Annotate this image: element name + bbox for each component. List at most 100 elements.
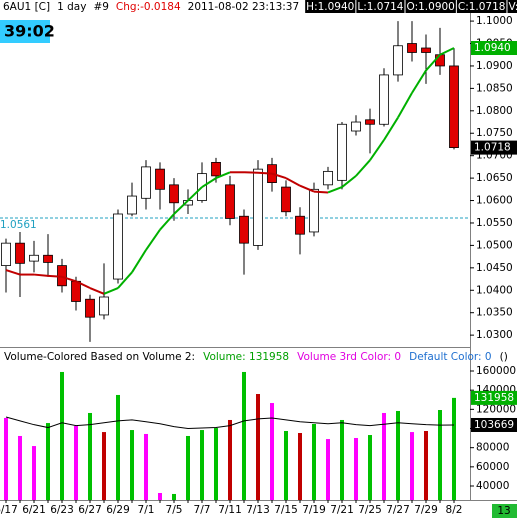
candle-body [1, 242, 11, 266]
candle-body [393, 45, 403, 76]
candle-body [85, 298, 95, 318]
candle-body [211, 162, 221, 177]
candle-body [337, 123, 347, 181]
moving-average [439, 47, 455, 56]
volume-bar [88, 412, 92, 500]
corner-box [492, 504, 517, 518]
price-tag [471, 140, 517, 155]
candle-body [281, 186, 291, 213]
header-text: H:1.0940 [306, 1, 354, 13]
candle-body [365, 119, 375, 125]
moving-average [215, 171, 231, 180]
moving-average [341, 175, 357, 188]
candle-body [253, 168, 263, 246]
y-tick-label: 1.0850 [476, 82, 513, 94]
header-text: #9 [93, 1, 108, 13]
volume-bar [438, 410, 442, 500]
header-text: C:1.0718 [458, 1, 506, 13]
header-box [405, 0, 456, 13]
candle-body [323, 170, 333, 186]
y-tick-label: 1.0900 [476, 60, 513, 72]
candle-body [29, 254, 39, 262]
x-tick-label: 7/25 [358, 504, 382, 516]
volume-bar [340, 419, 344, 500]
volume-bar [270, 403, 274, 500]
volume-bar [158, 493, 162, 500]
volume-average [5, 416, 455, 430]
y-tick-label: 1.0800 [476, 105, 513, 117]
volume-bar [102, 432, 106, 500]
header-text: Chg:-0.0184 [116, 1, 181, 13]
candle-body [225, 184, 235, 219]
moving-average [201, 177, 217, 188]
volume-bar [46, 423, 50, 500]
moving-average [131, 249, 147, 273]
candle-body [295, 215, 305, 235]
x-tick-label: 7/7 [194, 504, 211, 516]
volume-tag-label: 103669 [474, 419, 514, 431]
volume-tag-label: 131958 [474, 392, 514, 404]
moving-average [187, 186, 203, 202]
volume-bar [172, 493, 176, 500]
moving-average [383, 117, 399, 141]
header-text: O:1.0900 [407, 1, 455, 13]
header-box [456, 0, 507, 13]
moving-average [5, 269, 21, 276]
x-tick-label: 7/5 [166, 504, 183, 516]
candle-body [71, 280, 81, 302]
moving-average [145, 229, 161, 251]
candle-body [407, 43, 417, 53]
y-tick-label: 80000 [476, 442, 509, 454]
y-tick-label: 60000 [476, 461, 509, 473]
candle-body [113, 213, 123, 280]
y-tick-label: 1.0350 [476, 307, 513, 319]
moving-average [159, 213, 175, 231]
header-box [356, 0, 405, 13]
candle-body [435, 54, 445, 67]
moving-average [313, 190, 329, 194]
y-tick-label: 1.0750 [476, 127, 513, 139]
header-text: 6AU1 [C] [3, 1, 50, 13]
volume-bar [228, 419, 232, 500]
volume-bar [242, 371, 246, 500]
volume-bar [396, 410, 400, 500]
volume-subtitle: Volume 3rd Color: 0 [297, 351, 401, 363]
candle-body [99, 296, 109, 316]
moving-average [425, 54, 441, 72]
x-tick-label: 6/23 [50, 504, 74, 516]
x-tick-label: 7/15 [274, 504, 298, 516]
volume-bar [116, 394, 120, 500]
moving-average [257, 171, 273, 175]
volume-tag [471, 417, 517, 432]
moving-average [103, 287, 119, 295]
volume-bar [382, 412, 386, 500]
moving-average [355, 159, 371, 177]
x-tick-label: 8/2 [446, 504, 463, 516]
level-label: 1.0561 [0, 219, 37, 231]
x-tick-label: 6/21 [22, 504, 46, 516]
moving-average [369, 139, 385, 161]
moving-average [411, 69, 427, 94]
x-tick-label: 7/1 [138, 504, 155, 516]
y-tick-label: 120000 [476, 403, 516, 415]
candle-body [43, 254, 53, 263]
corner-label: 13 [497, 505, 510, 517]
volume-bar [32, 446, 36, 500]
moving-average [285, 177, 301, 187]
timer: 39:02 [4, 22, 55, 41]
price-tag-label: 1.0940 [474, 42, 511, 54]
candle-body [421, 47, 431, 53]
volume-subtitle: Volume: 131958 [203, 351, 289, 363]
x-tick-label: 7/29 [414, 504, 438, 516]
price-tag [471, 41, 517, 56]
y-tick-label: 160000 [476, 365, 516, 377]
y-tick-label: 1.0650 [476, 172, 513, 184]
y-tick-label: 40000 [476, 480, 509, 492]
header-text: L:1.0714 [357, 1, 403, 13]
candle-body [169, 184, 179, 204]
header-text: V:1 [508, 1, 517, 13]
volume-bar [60, 371, 64, 500]
candle-body [127, 195, 137, 215]
volume-bar [284, 431, 288, 500]
